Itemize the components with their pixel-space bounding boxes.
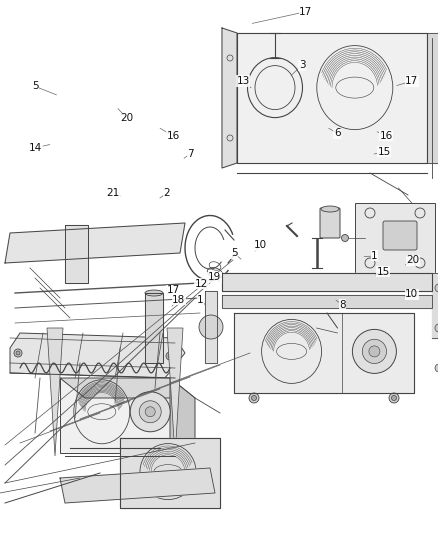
- Text: 21: 21: [106, 188, 120, 198]
- Polygon shape: [120, 438, 220, 508]
- Polygon shape: [65, 225, 88, 283]
- Circle shape: [251, 395, 257, 400]
- Text: 3: 3: [299, 60, 306, 70]
- Text: 20: 20: [120, 114, 134, 123]
- Circle shape: [435, 324, 438, 332]
- Text: 17: 17: [166, 286, 180, 295]
- Polygon shape: [237, 33, 427, 163]
- Text: 15: 15: [377, 267, 390, 277]
- Polygon shape: [234, 313, 414, 393]
- Polygon shape: [60, 468, 215, 503]
- FancyBboxPatch shape: [383, 221, 417, 250]
- Polygon shape: [10, 333, 185, 378]
- Circle shape: [16, 351, 20, 355]
- Text: 18: 18: [172, 295, 185, 304]
- Polygon shape: [222, 273, 432, 291]
- Text: 17: 17: [299, 7, 312, 17]
- Polygon shape: [170, 378, 195, 473]
- Text: 19: 19: [208, 272, 221, 282]
- Ellipse shape: [145, 290, 163, 296]
- Text: 5: 5: [231, 248, 238, 258]
- Circle shape: [389, 393, 399, 403]
- Polygon shape: [47, 328, 63, 456]
- Circle shape: [362, 340, 386, 364]
- Text: 17: 17: [405, 76, 418, 86]
- Circle shape: [435, 284, 438, 292]
- Text: 14: 14: [29, 143, 42, 152]
- Circle shape: [130, 392, 170, 432]
- Polygon shape: [222, 28, 237, 168]
- Text: 13: 13: [237, 76, 250, 86]
- Text: 15: 15: [378, 147, 391, 157]
- Circle shape: [435, 364, 438, 372]
- Circle shape: [392, 395, 396, 400]
- Text: 2: 2: [163, 188, 170, 198]
- Text: 1: 1: [197, 295, 204, 304]
- Text: 16: 16: [166, 131, 180, 141]
- Polygon shape: [427, 33, 438, 163]
- Circle shape: [139, 401, 161, 423]
- Polygon shape: [432, 273, 438, 338]
- Text: 20: 20: [406, 255, 419, 265]
- Text: 6: 6: [334, 128, 341, 138]
- Circle shape: [369, 346, 380, 357]
- Circle shape: [249, 393, 259, 403]
- Text: 7: 7: [187, 149, 194, 158]
- Text: 12: 12: [195, 279, 208, 288]
- Text: 10: 10: [405, 289, 418, 299]
- Circle shape: [342, 235, 349, 241]
- Circle shape: [353, 329, 396, 374]
- Polygon shape: [60, 378, 195, 398]
- Text: 16: 16: [380, 131, 393, 141]
- Circle shape: [166, 352, 174, 360]
- Polygon shape: [222, 295, 432, 308]
- Text: 10: 10: [254, 240, 267, 250]
- Polygon shape: [145, 293, 163, 363]
- Polygon shape: [355, 203, 435, 273]
- Circle shape: [145, 407, 155, 417]
- FancyBboxPatch shape: [320, 208, 340, 238]
- Ellipse shape: [321, 206, 339, 212]
- Circle shape: [168, 354, 172, 358]
- Polygon shape: [167, 328, 183, 456]
- Text: 1: 1: [371, 251, 378, 261]
- Polygon shape: [5, 223, 185, 263]
- Polygon shape: [205, 291, 217, 363]
- Circle shape: [199, 315, 223, 339]
- Text: 5: 5: [32, 82, 39, 91]
- Text: 8: 8: [339, 300, 346, 310]
- Polygon shape: [60, 378, 170, 453]
- Circle shape: [14, 349, 22, 357]
